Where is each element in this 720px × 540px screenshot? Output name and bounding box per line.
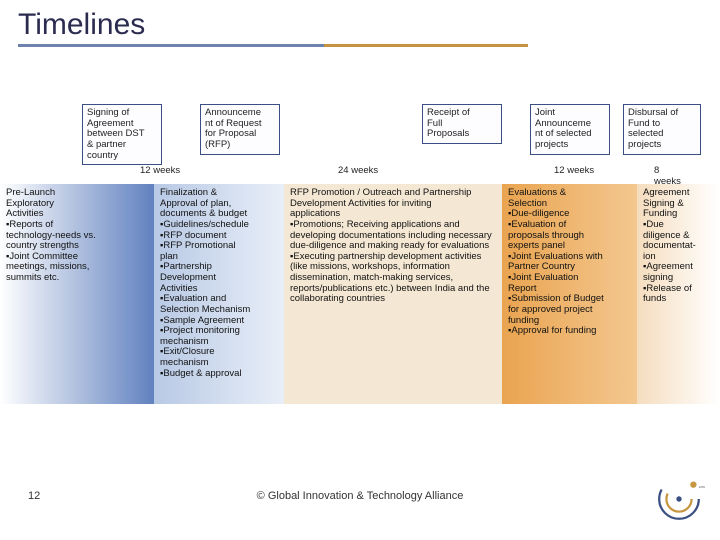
phase-column: Finalization & Approval of plan, documen… <box>154 184 284 404</box>
page-title: Timelines <box>18 8 702 46</box>
duration-label: 12 weeks <box>554 165 594 176</box>
copyright-text: © Global Innovation & Technology Allianc… <box>0 490 720 502</box>
phase-text: Evaluations & Selection ▪Due-diligence ▪… <box>502 184 637 341</box>
footer: © Global Innovation & Technology Allianc… <box>0 490 720 502</box>
milestone-box: Receipt of Full Proposals <box>422 104 502 144</box>
phase-columns: Pre-Launch Exploratory Activities ▪Repor… <box>0 184 720 404</box>
phase-column: Agreement Signing & Funding ▪Due diligen… <box>637 184 720 404</box>
milestone-box: Signing of Agreement between DST & partn… <box>82 104 162 165</box>
title-underline <box>18 44 528 47</box>
milestone-box: Announceme nt of Request for Proposal (R… <box>200 104 280 155</box>
phase-column: RFP Promotion / Outreach and Partnership… <box>284 184 502 404</box>
duration-label: 24 weeks <box>338 165 378 176</box>
duration-row: 12 weeks24 weeks12 weeks8 weeks <box>0 165 720 183</box>
milestone-box: Disbursal of Fund to selected projects <box>623 104 701 155</box>
milestone-row: Signing of Agreement between DST & partn… <box>0 104 720 158</box>
duration-label: 12 weeks <box>140 165 180 176</box>
phase-text: Pre-Launch Exploratory Activities ▪Repor… <box>0 184 154 288</box>
svg-text:GITA: GITA <box>699 485 705 489</box>
logo-icon: GITA <box>652 472 706 526</box>
phase-column: Evaluations & Selection ▪Due-diligence ▪… <box>502 184 637 404</box>
phase-text: RFP Promotion / Outreach and Partnership… <box>284 184 502 309</box>
phase-column: Pre-Launch Exploratory Activities ▪Repor… <box>0 184 154 404</box>
phase-text: Finalization & Approval of plan, documen… <box>154 184 284 383</box>
milestone-box: Joint Announceme nt of selected projects <box>530 104 610 155</box>
phase-text: Agreement Signing & Funding ▪Due diligen… <box>637 184 720 309</box>
